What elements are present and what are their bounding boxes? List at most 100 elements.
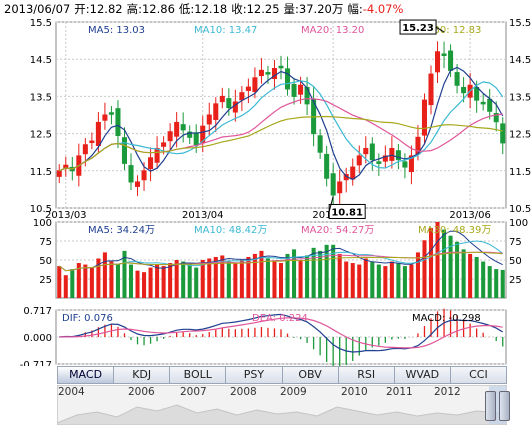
price-candle (350, 166, 356, 180)
price-candle (395, 150, 401, 161)
low-value: 12.18 (194, 2, 228, 16)
volume-bar (174, 260, 179, 298)
volume-value: 37.20万 (298, 2, 344, 16)
volume-legend-ma10: MA10: 48.42万 (194, 225, 267, 236)
price-legend-ma30: MA30: 12.83 (418, 25, 481, 36)
timeline-navigator[interactable]: 2004 2006 2007 2008 2009 2010 2011 2012 (57, 385, 510, 425)
price-candle (271, 68, 277, 80)
price-candle (167, 131, 173, 142)
volume-y-tick-left: 100 (33, 218, 52, 229)
price-candle (285, 68, 291, 90)
price-plot-frame (55, 21, 507, 209)
timeline-year-label: 2011 (386, 386, 413, 398)
price-y-tick-right: 12.5 (509, 130, 531, 141)
price-candle (435, 51, 441, 73)
high-label: 高: (126, 2, 142, 16)
volume-bar (246, 256, 251, 298)
price-candle (480, 101, 486, 105)
macd-legend-dea: DEA: 0.224 (252, 313, 308, 324)
price-legend-ma10: MA10: 13.47 (194, 25, 257, 36)
volume-bar (435, 222, 440, 298)
volume-bar (415, 252, 420, 298)
timeline-left-handle[interactable] (485, 391, 496, 421)
volume-bar (265, 258, 270, 298)
price-candle (121, 137, 127, 164)
high-value: 12.86 (141, 2, 175, 16)
price-candle (206, 114, 212, 125)
price-candle (154, 147, 160, 163)
change-value: -4.07% (362, 2, 404, 16)
price-candle (454, 72, 460, 86)
price-ma5-line (59, 66, 504, 181)
tab-psy[interactable]: PSY (225, 366, 282, 384)
price-candle (376, 161, 382, 164)
tab-cci[interactable]: CCI (449, 366, 507, 384)
volume-bar (220, 255, 225, 298)
tab-boll[interactable]: BOLL (169, 366, 226, 384)
volume-legend-ma30: MA30: 48.39万 (418, 225, 491, 236)
price-candle (428, 73, 434, 106)
volume-y-tick-right: 50 (509, 256, 522, 267)
volume-bar (252, 253, 257, 298)
volume-y-tick-left: 25 (39, 275, 52, 286)
volume-y-tick-right: 75 (509, 237, 522, 248)
price-candle (317, 135, 323, 153)
volume-bar (357, 264, 362, 298)
macd-dea-line (59, 317, 503, 349)
price-candle (200, 125, 206, 144)
volume-bar (168, 263, 173, 298)
volume-bar (363, 258, 368, 298)
volume-legend-ma5: MA5: 34.24万 (88, 225, 155, 236)
price-candle (219, 95, 225, 103)
price-candle (487, 98, 493, 112)
volume-bar (402, 266, 407, 298)
macd-y-tick-left: 0.717 (23, 306, 52, 317)
volume-bar (383, 266, 388, 298)
price-candle (187, 131, 193, 138)
volume-bar (226, 261, 231, 298)
tab-wvad[interactable]: WVAD (393, 366, 450, 384)
price-candle (324, 153, 330, 179)
volume-bar (455, 241, 460, 298)
macd-panel: 0.717 0.000 -0.717 DIF: 0.076 DEA: 0.224 MACD… (20, 306, 507, 366)
price-candle (128, 165, 134, 183)
close-value: 12.25 (246, 2, 280, 16)
price-ma30-line (59, 115, 503, 172)
price-y-tick-left: 14.5 (30, 55, 52, 66)
volume-bar (57, 266, 62, 298)
price-candle (441, 53, 447, 56)
close-label: 收: (231, 2, 247, 16)
price-candle (193, 132, 199, 146)
volume-bar (311, 247, 316, 298)
price-y-tick-left: 13.5 (30, 92, 52, 103)
volume-bar (481, 261, 486, 298)
volume-bar (83, 264, 88, 298)
price-candle (337, 181, 343, 194)
timeline-year-label: 2004 (58, 386, 85, 398)
price-candle (89, 140, 95, 144)
volume-bar (396, 263, 401, 298)
volume-bar (389, 261, 394, 298)
volume-bar (200, 260, 205, 298)
tab-kdj[interactable]: KDJ (113, 366, 170, 384)
price-y-tick-right: 11.5 (509, 167, 531, 178)
price-candle (245, 86, 251, 91)
tab-rsi[interactable]: RSI (337, 366, 394, 384)
price-x-tick: 2013/03 (45, 210, 87, 221)
price-candle (389, 147, 395, 161)
timeline-year-label: 2008 (230, 386, 257, 398)
volume-bar (428, 228, 434, 298)
volume-y-tick-right: 100 (509, 218, 528, 229)
volume-bar (155, 264, 160, 298)
quote-info-bar: 2013/06/07 开:12.82 高:12.86 低:12.18 收:12.25 量:… (4, 1, 529, 17)
price-x-tick: 2013/04 (182, 210, 224, 221)
macd-dif-line (59, 313, 504, 353)
timeline-right-handle[interactable] (499, 391, 510, 421)
tab-macd[interactable]: MACD (57, 366, 114, 384)
tab-obv[interactable]: OBV (281, 366, 338, 384)
volume-bar (448, 235, 453, 298)
macd-legend-dif: DIF: 0.076 (62, 313, 113, 324)
volume-bar (213, 256, 218, 298)
volume-bar (344, 261, 349, 298)
volume-bar (233, 263, 238, 298)
